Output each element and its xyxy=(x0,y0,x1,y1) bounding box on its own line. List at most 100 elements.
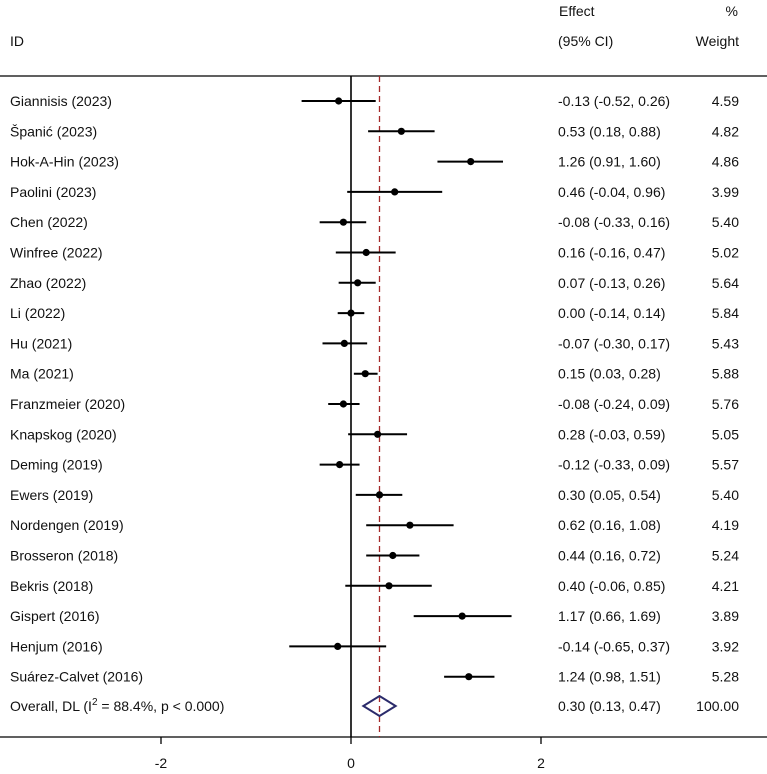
effect-point xyxy=(374,430,382,438)
weight-value: 3.92 xyxy=(712,638,739,654)
effect-ci-value: -0.12 (-0.33, 0.09) xyxy=(558,457,670,473)
study-row: Knapskog (2020) 0.28 (-0.03, 0.59) 5.05 xyxy=(10,426,739,442)
study-row: Brosseron (2018) 0.44 (0.16, 0.72) 5.24 xyxy=(10,548,739,564)
study-label: Suárez-Calvet (2016) xyxy=(10,669,143,685)
study-row: Španić (2023) 0.53 (0.18, 0.88) 4.82 xyxy=(10,123,739,139)
study-label: Ma (2021) xyxy=(10,366,74,382)
study-row: Bekris (2018) 0.40 (-0.06, 0.85) 4.21 xyxy=(10,578,739,594)
weight-value: 4.59 xyxy=(712,93,739,109)
weight-value: 4.19 xyxy=(712,517,739,533)
study-row: Hu (2021) -0.07 (-0.30, 0.17) 5.43 xyxy=(10,335,739,351)
weight-value: 5.64 xyxy=(712,275,739,291)
weight-value: 4.82 xyxy=(712,123,739,139)
effect-point xyxy=(354,279,362,287)
study-label: Hu (2021) xyxy=(10,335,72,351)
id-header: ID xyxy=(10,33,24,49)
effect-ci-value: 1.17 (0.66, 1.69) xyxy=(558,608,661,624)
study-label: Brosseron (2018) xyxy=(10,548,118,564)
study-label: Li (2022) xyxy=(10,305,65,321)
effect-ci-value: 0.15 (0.03, 0.28) xyxy=(558,366,661,382)
weight-value: 5.05 xyxy=(712,426,739,442)
study-label: Bekris (2018) xyxy=(10,578,93,594)
effect-ci-value: 1.24 (0.98, 1.51) xyxy=(558,669,661,685)
effect-point xyxy=(347,309,355,317)
effect-point xyxy=(339,218,347,226)
study-row: Deming (2019) -0.12 (-0.33, 0.09) 5.57 xyxy=(10,457,739,473)
effect-ci-value: 1.26 (0.91, 1.60) xyxy=(558,154,661,170)
weight-value: 3.99 xyxy=(712,184,739,200)
effect-point xyxy=(389,551,397,560)
weight-value: 4.21 xyxy=(712,578,739,594)
overall-diamond xyxy=(361,694,398,718)
effect-ci-value: 0.46 (-0.04, 0.96) xyxy=(558,184,665,200)
study-row: Li (2022) 0.00 (-0.14, 0.14) 5.84 xyxy=(10,305,739,321)
weight-value: 5.84 xyxy=(712,305,739,321)
percent-header: % xyxy=(726,3,738,19)
effect-ci-value: 0.62 (0.16, 1.08) xyxy=(558,517,661,533)
effect-point xyxy=(339,400,347,408)
effect-point xyxy=(467,158,475,166)
weight-value: 5.57 xyxy=(712,457,739,473)
effect-point xyxy=(385,582,393,590)
weight-value: 5.88 xyxy=(712,366,739,382)
study-row: Gispert (2016) 1.17 (0.66, 1.69) 3.89 xyxy=(10,608,739,624)
study-label: Franzmeier (2020) xyxy=(10,396,125,412)
overall-weight-value: 100.00 xyxy=(696,698,739,714)
effect-ci-value: 0.40 (-0.06, 0.85) xyxy=(558,578,665,594)
effect-point xyxy=(361,370,369,378)
study-label: Ewers (2019) xyxy=(10,487,93,503)
overall-row: Overall, DL (I2 = 88.4%, p < 0.000) 0.30 … xyxy=(10,694,739,718)
study-row: Henjum (2016) -0.14 (-0.65, 0.37) 3.92 xyxy=(10,638,739,654)
weight-value: 5.43 xyxy=(712,335,739,351)
effect-ci-value: -0.13 (-0.52, 0.26) xyxy=(558,93,670,109)
effect-point xyxy=(362,248,370,257)
effect-ci-value: -0.08 (-0.33, 0.16) xyxy=(558,214,670,230)
effect-ci-value: -0.14 (-0.65, 0.37) xyxy=(558,638,670,654)
effect-point xyxy=(334,642,342,651)
study-label: Hok-A-Hin (2023) xyxy=(10,154,119,170)
effect-point xyxy=(391,188,399,196)
study-row: Nordengen (2019) 0.62 (0.16, 1.08) 4.19 xyxy=(10,517,739,533)
weight-value: 5.40 xyxy=(712,487,739,503)
study-row: Zhao (2022) 0.07 (-0.13, 0.26) 5.64 xyxy=(10,275,739,291)
x-tick-label: 0 xyxy=(347,755,355,771)
study-label: Deming (2019) xyxy=(10,457,103,473)
x-tick-label: -2 xyxy=(155,755,168,771)
effect-point xyxy=(406,521,414,529)
study-row: Paolini (2023) 0.46 (-0.04, 0.96) 3.99 xyxy=(10,184,739,200)
overall-label: Overall, DL (I2 = 88.4%, p < 0.000) xyxy=(10,697,224,714)
effect-ci-value: 0.16 (-0.16, 0.47) xyxy=(558,245,665,261)
study-label: Zhao (2022) xyxy=(10,275,86,291)
study-row: Chen (2022) -0.08 (-0.33, 0.16) 5.40 xyxy=(10,214,739,230)
study-row: Franzmeier (2020) -0.08 (-0.24, 0.09) 5.76 xyxy=(10,396,739,412)
weight-value: 5.02 xyxy=(712,245,739,261)
study-label: Chen (2022) xyxy=(10,214,88,230)
weight-value: 4.86 xyxy=(712,154,739,170)
study-rows: Giannisis (2023) -0.13 (-0.52, 0.26) 4.59 Š… xyxy=(10,93,739,685)
study-row: Giannisis (2023) -0.13 (-0.52, 0.26) 4.59 xyxy=(10,93,739,109)
study-row: Ma (2021) 0.15 (0.03, 0.28) 5.88 xyxy=(10,366,739,382)
study-row: Hok-A-Hin (2023) 1.26 (0.91, 1.60) 4.86 xyxy=(10,154,739,170)
study-label: Nordengen (2019) xyxy=(10,517,124,533)
effect-point xyxy=(397,127,405,135)
x-tick-label: 2 xyxy=(537,755,545,771)
study-row: Suárez-Calvet (2016) 1.24 (0.98, 1.51) 5.2… xyxy=(10,669,739,685)
weight-value: 5.76 xyxy=(712,396,739,412)
effect-header: Effect xyxy=(559,3,595,19)
effect-ci-value: -0.07 (-0.30, 0.17) xyxy=(558,335,670,351)
effect-ci-value: 0.53 (0.18, 0.88) xyxy=(558,123,661,139)
weight-value: 5.24 xyxy=(712,548,739,564)
study-label: Henjum (2016) xyxy=(10,638,103,654)
effect-point xyxy=(340,339,348,347)
weight-value: 5.40 xyxy=(712,214,739,230)
effect-ci-value: -0.08 (-0.24, 0.09) xyxy=(558,396,670,412)
study-label: Giannisis (2023) xyxy=(10,93,112,109)
study-label: Gispert (2016) xyxy=(10,608,99,624)
weight-value: 5.28 xyxy=(712,669,739,685)
study-label: Winfree (2022) xyxy=(10,245,103,261)
study-row: Winfree (2022) 0.16 (-0.16, 0.47) 5.02 xyxy=(10,245,739,261)
x-axis: -2 0 2 xyxy=(155,76,545,771)
effect-ci-value: 0.07 (-0.13, 0.26) xyxy=(558,275,665,291)
study-label: Paolini (2023) xyxy=(10,184,96,200)
